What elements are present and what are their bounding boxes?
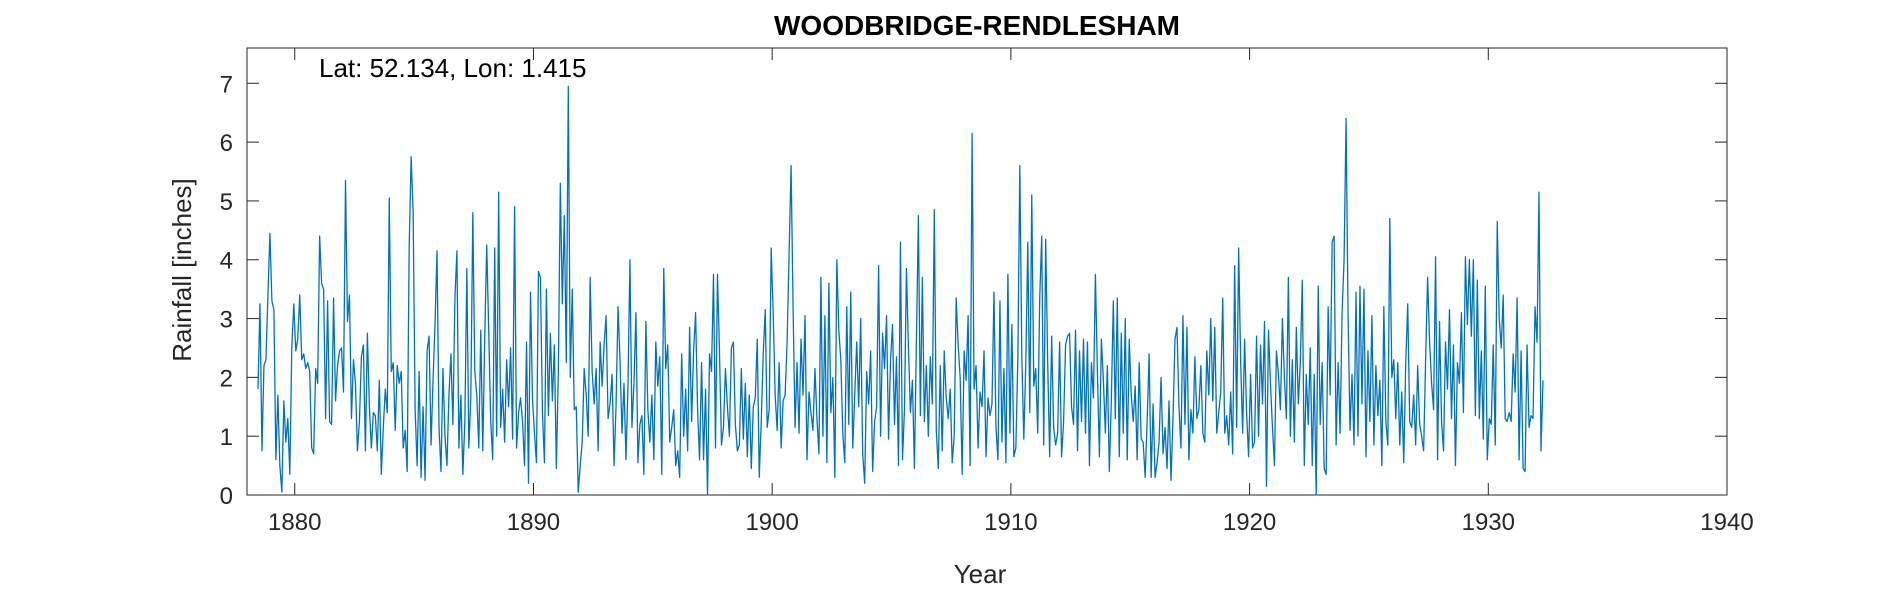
y-tick-label: 0 <box>220 483 233 510</box>
x-axis-label: Year <box>954 559 1007 589</box>
y-tick-label: 6 <box>220 130 233 157</box>
x-tick-label: 1940 <box>1700 509 1753 536</box>
y-tick-label: 7 <box>220 71 233 98</box>
y-axis: 0 1 2 3 4 5 6 7 <box>220 71 1727 510</box>
x-axis: 1880 1890 1900 1910 1920 1930 1940 <box>268 48 1754 536</box>
x-tick-label: 1930 <box>1462 509 1515 536</box>
x-tick-label: 1900 <box>745 509 798 536</box>
y-tick-label: 5 <box>220 189 233 216</box>
y-tick-label: 1 <box>220 424 233 451</box>
x-tick-label: 1910 <box>984 509 1037 536</box>
x-tick-label: 1890 <box>507 509 560 536</box>
y-tick-label: 4 <box>220 248 233 275</box>
y-tick-label: 2 <box>220 365 233 392</box>
chart-title: WOODBRIDGE-RENDLESHAM <box>774 10 1180 41</box>
x-tick-label: 1920 <box>1223 509 1276 536</box>
rainfall-series-line <box>257 85 1544 496</box>
y-tick-label: 3 <box>220 307 233 334</box>
y-axis-label: Rainfall [inches] <box>167 178 197 362</box>
location-annotation: Lat: 52.134, Lon: 1.415 <box>319 53 586 83</box>
x-tick-label: 1880 <box>268 509 321 536</box>
